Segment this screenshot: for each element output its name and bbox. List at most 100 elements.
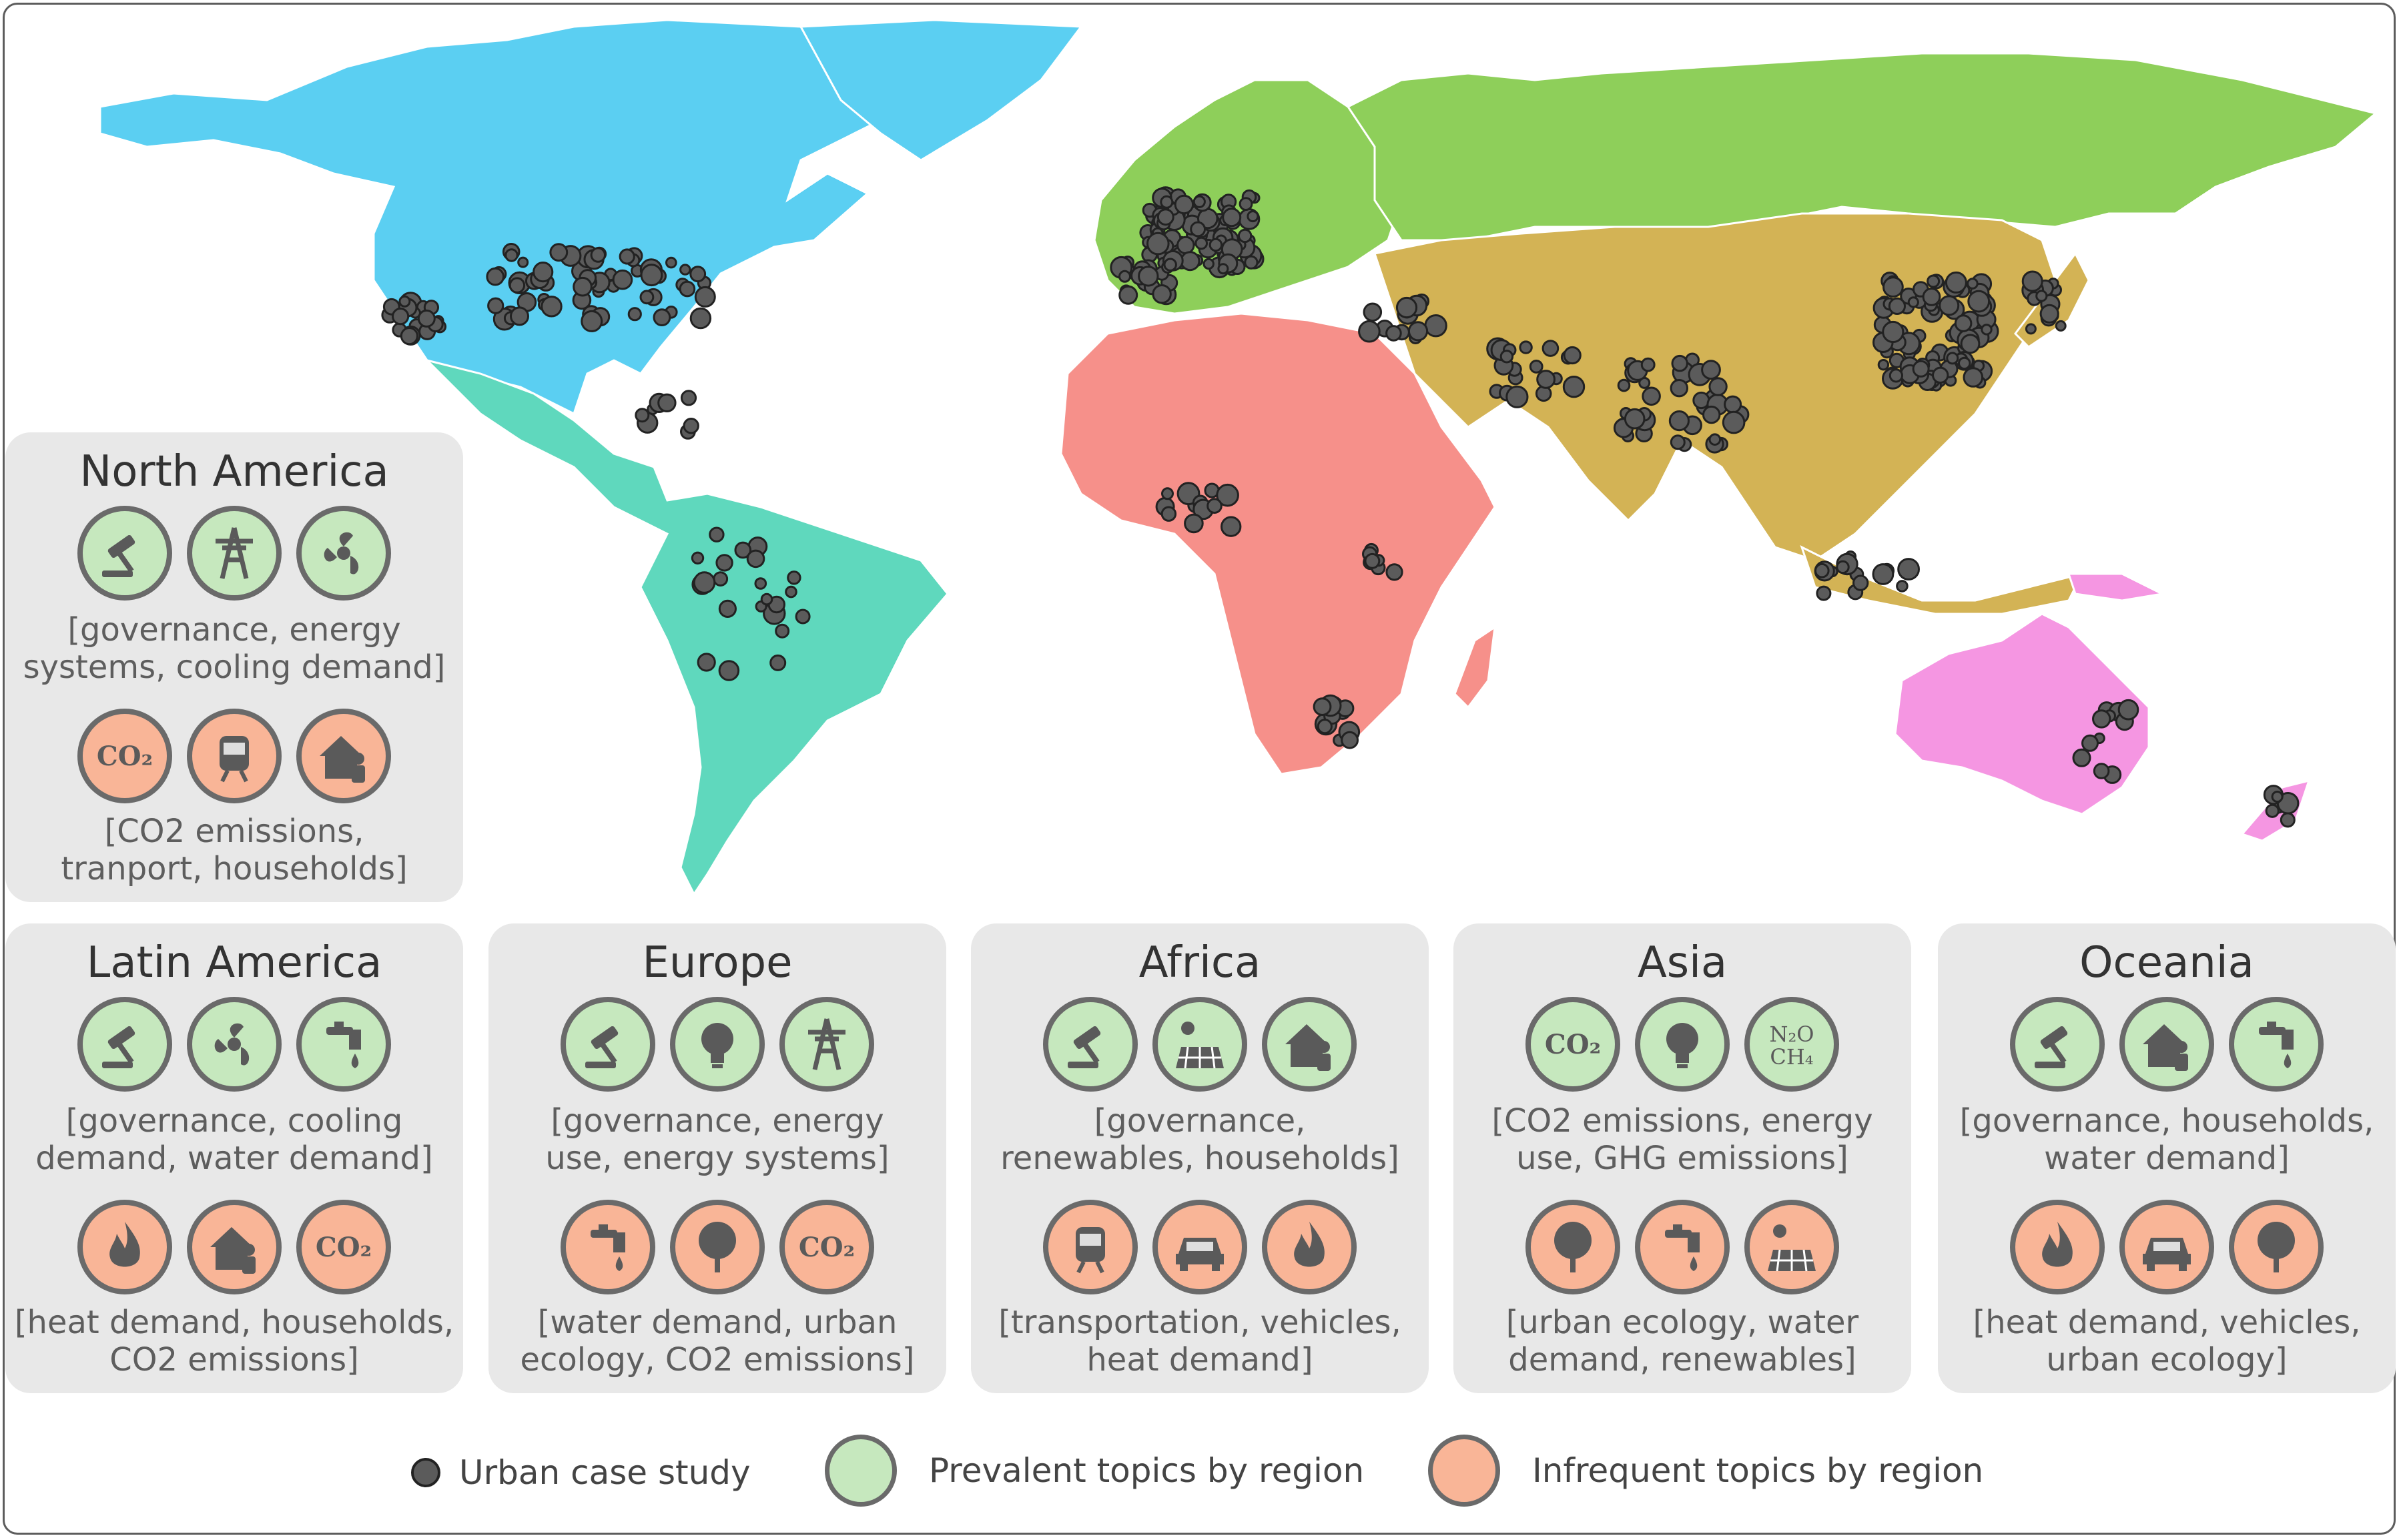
- case-study-dot: [1138, 266, 1159, 287]
- case-study-dot: [1927, 274, 1941, 288]
- case-study-dot: [1160, 195, 1174, 209]
- case-study-dot: [718, 599, 737, 619]
- region-panel-oceania: Oceania [governance, households, water d…: [1938, 923, 2396, 1393]
- case-study-dot: [1395, 296, 1418, 319]
- infrequent-topics: [1453, 1200, 1911, 1294]
- region-panel-europe: Europe [governance, energy use, energy s…: [488, 923, 946, 1393]
- prevalent-topic: [77, 997, 172, 1092]
- case-study-dot: [1907, 296, 1919, 308]
- governance-icon: [102, 1026, 135, 1068]
- case-study-dot-icon: [411, 1458, 440, 1487]
- case-study-dot: [1722, 410, 1746, 434]
- households-icon: [210, 1227, 256, 1274]
- case-study-dot: [1724, 395, 1742, 414]
- svg-text:CH₄: CH₄: [1770, 1044, 1813, 1070]
- energy-use-icon: [1666, 1023, 1698, 1068]
- case-study-dot: [1541, 340, 1560, 357]
- case-study-dot: [1174, 194, 1194, 215]
- households-icon: [320, 736, 365, 783]
- legend-case-study: Urban case study: [411, 1453, 751, 1492]
- prevalent-topics: [5, 997, 463, 1092]
- case-study-dot: [1882, 276, 1904, 298]
- case-study-dot: [1424, 314, 1447, 338]
- case-study-dot: [1852, 574, 1869, 591]
- region-panel-latin-america: Latin America [governance, cooling deman…: [5, 923, 463, 1393]
- case-study-dot: [581, 310, 603, 332]
- case-study-dot: [1237, 228, 1253, 244]
- infrequent-topics: [1938, 1200, 2396, 1294]
- latin-america-landmass: [424, 358, 949, 896]
- case-study-dot: [1536, 370, 1556, 389]
- case-study-dot: [1671, 354, 1688, 372]
- case-study-dot: [1872, 563, 1895, 585]
- governance-icon: [1068, 1026, 1101, 1068]
- co2-emissions-icon: CO₂: [1545, 1029, 1601, 1060]
- infrequent-topic: [1152, 1200, 1247, 1294]
- case-study-dot: [2035, 290, 2048, 302]
- region-panel-asia: Asia CO₂ N₂O CH₄ [CO2 emissions, energy us…: [1453, 923, 1911, 1393]
- case-study-dot: [2271, 791, 2284, 803]
- case-study-dot: [1967, 290, 1991, 313]
- infrequent-text-line: tranport, households]: [61, 850, 408, 887]
- prevalent-topics: [1938, 997, 2396, 1092]
- case-study-dot: [1563, 346, 1582, 365]
- prevalent-text-line: use, energy systems]: [545, 1140, 890, 1177]
- case-study-dot: [1505, 385, 1529, 408]
- infrequent-topic: [187, 1200, 282, 1294]
- case-study-dot: [1922, 288, 1941, 306]
- case-study-dot: [1670, 379, 1689, 398]
- case-study-dot: [713, 571, 729, 587]
- case-study-dot: [2117, 699, 2139, 721]
- case-study-dot: [417, 309, 436, 328]
- prevalent-topics-text: [governance, renewables, households]: [971, 1102, 1429, 1177]
- case-study-dot: [683, 418, 699, 434]
- case-study-dot: [486, 267, 505, 286]
- case-study-dot: [627, 307, 642, 322]
- case-study-dot: [2021, 270, 2043, 292]
- greenland-landmass: [799, 19, 1083, 161]
- infrequent-text-line: [water demand, urban: [537, 1304, 898, 1341]
- infrequent-topics-text: [heat demand, households, CO2 emissions]: [5, 1304, 463, 1379]
- africa-landmass: [1060, 312, 1496, 775]
- case-study-dot: [691, 551, 705, 564]
- case-study-dot: [1221, 516, 1242, 537]
- case-study-dot: [785, 585, 797, 599]
- case-study-dot: [1161, 487, 1174, 500]
- co2-emissions-icon: CO₂: [97, 741, 153, 772]
- case-study-dot: [657, 393, 677, 412]
- prevalent-topics: CO₂ N₂O CH₄: [1453, 997, 1911, 1092]
- case-study-dot: [679, 280, 696, 298]
- case-study-dot: [1194, 236, 1208, 250]
- prevalent-topic: [296, 506, 391, 601]
- renewables-icon: [1176, 1022, 1224, 1069]
- prevalent-topic: [1152, 997, 1247, 1092]
- infrequent-text-line: [CO2 emissions,: [104, 813, 364, 850]
- infrequent-topic: [1262, 1200, 1357, 1294]
- prevalent-circle-icon: [825, 1435, 897, 1507]
- infrequent-topic: [561, 1200, 655, 1294]
- case-study-dot: [1708, 377, 1728, 396]
- infrequent-topic: [1525, 1200, 1620, 1294]
- case-study-dot: [679, 264, 691, 276]
- case-study-dot: [1190, 221, 1206, 238]
- renewables-icon: [1768, 1224, 1816, 1272]
- case-study-dot: [694, 286, 716, 308]
- vehicles-icon: [1176, 1238, 1224, 1271]
- case-study-dot: [2039, 304, 2059, 324]
- prevalent-topics: [488, 997, 946, 1092]
- prevalent-topic: [2010, 997, 2105, 1092]
- case-study-dot: [1562, 376, 1586, 398]
- prevalent-text-line: [governance,: [1094, 1102, 1306, 1140]
- madagascar-landmass: [1453, 625, 1496, 709]
- prevalent-topics-text: [governance, energy systems, cooling dem…: [5, 611, 463, 686]
- case-study-dot: [1317, 719, 1333, 735]
- co2-emissions-icon: CO₂: [799, 1232, 855, 1263]
- energy-use-icon: [701, 1023, 733, 1068]
- case-study-dot: [398, 295, 411, 308]
- heat-demand-icon: [109, 1222, 140, 1267]
- case-study-dot: [392, 308, 410, 326]
- infrequent-topics-text: [urban ecology, water demand, renewables…: [1453, 1304, 1911, 1379]
- case-study-dot: [1642, 386, 1661, 406]
- case-study-dot: [510, 306, 529, 326]
- prevalent-topic: [77, 506, 172, 601]
